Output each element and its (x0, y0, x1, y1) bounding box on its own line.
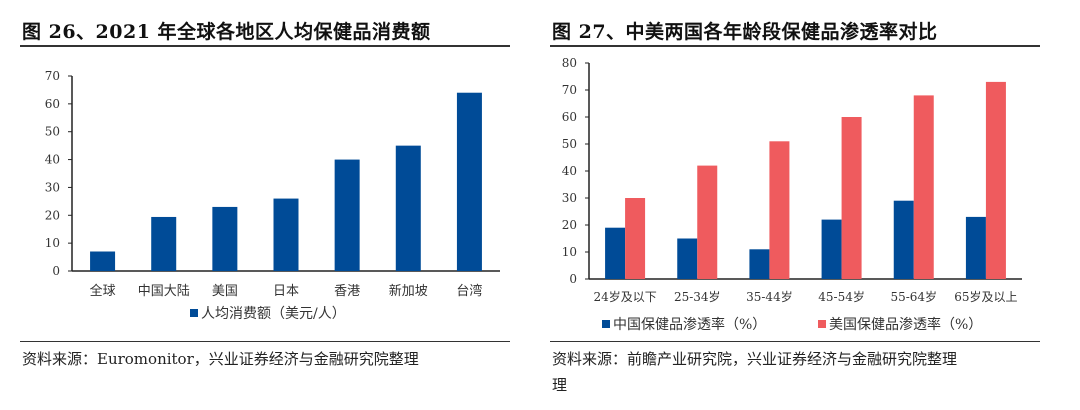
chart2-bar-0-5 (965, 216, 986, 279)
chart2-y-tick-label: 30 (562, 191, 577, 205)
chart1-category-label: 中国大陆 (138, 283, 190, 299)
right-source-rule (550, 341, 1040, 342)
chart2-category-label: 35-44岁 (746, 289, 793, 304)
chart2-bar-1-1 (697, 165, 718, 279)
chart2-y-tick-label: 80 (562, 56, 577, 70)
left-title-rule (20, 45, 510, 47)
right-chart-title: 图 27、中美两国各年龄段保健品渗透率对比 (552, 21, 938, 43)
chart1-bar-0-5 (395, 145, 421, 271)
chart2-bar-1-0 (625, 198, 646, 279)
left-chart-title: 图 26、2021 年全球各地区人均保健品消费额 (22, 21, 431, 43)
chart2-bar-0-0 (605, 227, 626, 279)
chart2-bar-0-2 (749, 249, 770, 279)
chart2-legend-label-0: 中国保健品渗透率（%） (613, 316, 766, 333)
chart2-y-tick-label: 60 (562, 110, 577, 124)
chart2-category-label: 65岁及以上 (954, 289, 1017, 304)
chart1-bar-0-4 (334, 159, 360, 271)
chart1-category-label: 台湾 (456, 283, 482, 299)
chart1-y-tick-label: 40 (45, 153, 60, 167)
chart1-y-tick-label: 50 (45, 125, 60, 139)
chart2-bar-0-4 (893, 200, 914, 279)
chart1-category-label: 日本 (273, 284, 299, 299)
chart1-category-label: 新加坡 (389, 283, 428, 299)
right-source-line2: 理 (552, 376, 568, 394)
chart1-y-tick-label: 20 (45, 208, 60, 222)
chart2-legend-swatch-0 (602, 320, 610, 328)
right-title-rule (550, 45, 1040, 47)
chart1-bar-0-3 (273, 198, 299, 271)
chart1-category-label: 香港 (334, 284, 360, 299)
chart2-bar-0-3 (821, 219, 842, 279)
chart2-bar-1-3 (841, 117, 862, 279)
chart2-bar-1-4 (913, 95, 934, 280)
left-source-rule (20, 341, 510, 342)
chart1-y-tick-label: 0 (52, 264, 60, 278)
chart2-category-label: 55-64岁 (890, 289, 937, 304)
chart2-y-tick-label: 10 (562, 245, 577, 259)
chart2-bar-1-2 (769, 141, 790, 279)
left-source: 资料来源：Euromonitor，兴业证券经济与金融研究院整理 (22, 350, 419, 368)
chart1-category-label: 全球 (90, 283, 116, 299)
chart2-category-label: 45-54岁 (818, 289, 865, 304)
chart1-bar-0-0 (90, 251, 116, 271)
chart2-category-label: 25-34岁 (674, 289, 721, 304)
chart2-legend-label-1: 美国保健品渗透率（%） (829, 316, 982, 333)
chart2-y-tick-label: 0 (569, 272, 577, 286)
chart2-y-tick-label: 20 (562, 218, 577, 232)
chart1-bar-0-2 (212, 206, 238, 271)
chart2-y-tick-label: 50 (562, 137, 577, 151)
chart2-y-tick-label: 40 (562, 164, 577, 178)
chart1-y-tick-label: 70 (45, 69, 60, 83)
chart1-category-label: 美国 (212, 284, 238, 299)
chart1-bar-0-6 (456, 92, 482, 271)
chart1-legend-swatch-0 (190, 309, 198, 317)
right-source-line1: 资料来源：前瞻产业研究院，兴业证券经济与金融研究院整理 (552, 350, 958, 368)
chart2-y-tick-label: 70 (562, 83, 577, 97)
chart1-y-tick-label: 10 (45, 236, 60, 250)
chart1-y-tick-label: 30 (45, 180, 60, 194)
chart1-bar-0-1 (151, 216, 177, 271)
chart2-bar-1-5 (985, 81, 1006, 280)
chart1-y-tick-label: 60 (45, 97, 60, 111)
chart2-category-label: 24岁及以下 (593, 289, 656, 304)
chart1-legend-label-0: 人均消费额（美元/人） (201, 306, 346, 322)
chart2-legend-swatch-1 (818, 320, 826, 328)
chart2-bar-0-1 (677, 238, 698, 279)
